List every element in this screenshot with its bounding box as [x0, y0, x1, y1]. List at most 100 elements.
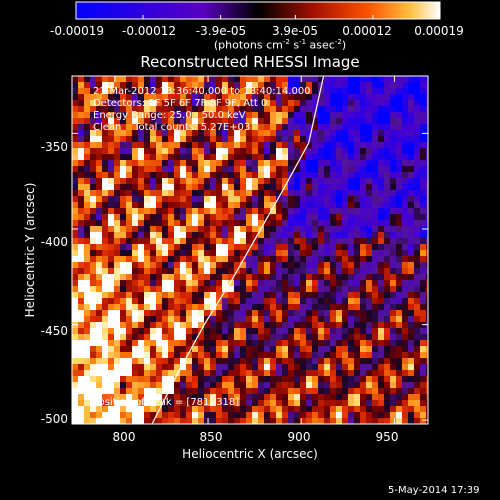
heatmap-cell	[372, 244, 378, 250]
heatmap-cell	[306, 112, 312, 118]
heatmap-cell	[306, 226, 312, 232]
heatmap-cell	[288, 88, 294, 94]
heatmap-cell	[114, 208, 120, 214]
heatmap-cell	[168, 94, 174, 100]
heatmap-cell	[102, 214, 108, 220]
heatmap-cell	[330, 142, 336, 148]
heatmap-cell	[204, 214, 210, 220]
heatmap-cell	[330, 406, 336, 412]
heatmap-cell	[414, 220, 420, 226]
heatmap-cell	[108, 274, 114, 280]
heatmap-cell	[246, 256, 252, 262]
heatmap-cell	[162, 190, 168, 196]
heatmap-cell	[126, 154, 132, 160]
heatmap-cell	[402, 130, 408, 136]
heatmap-cell	[252, 106, 258, 112]
heatmap-cell	[414, 304, 420, 310]
heatmap-cell	[324, 364, 330, 370]
heatmap-cell	[234, 172, 240, 178]
y-axis-label: Heliocentric Y (arcsec)	[23, 182, 37, 318]
heatmap-cell	[216, 196, 222, 202]
heatmap-cell	[276, 298, 282, 304]
heatmap-cell	[252, 412, 258, 418]
heatmap-cell	[330, 172, 336, 178]
heatmap-cell	[336, 88, 342, 94]
heatmap-cell	[228, 112, 234, 118]
heatmap-cell	[162, 106, 168, 112]
heatmap-cell	[348, 100, 354, 106]
heatmap-cell	[360, 370, 366, 376]
heatmap-cell	[246, 262, 252, 268]
heatmap-cell	[360, 154, 366, 160]
heatmap-cell	[330, 298, 336, 304]
heatmap-cell	[390, 256, 396, 262]
heatmap-cell	[162, 82, 168, 88]
heatmap-cell	[306, 376, 312, 382]
heatmap-cell	[264, 220, 270, 226]
heatmap-cell	[294, 220, 300, 226]
heatmap-cell	[174, 394, 180, 400]
heatmap-cell	[138, 346, 144, 352]
heatmap-cell	[216, 160, 222, 166]
heatmap-cell	[378, 394, 384, 400]
heatmap-cell	[102, 112, 108, 118]
heatmap-cell	[150, 340, 156, 346]
heatmap-cell	[366, 334, 372, 340]
heatmap-cell	[258, 274, 264, 280]
heatmap-cell	[144, 130, 150, 136]
heatmap-cell	[306, 160, 312, 166]
heatmap-cell	[264, 142, 270, 148]
heatmap-cell	[408, 388, 414, 394]
heatmap-cell	[234, 220, 240, 226]
heatmap-cell	[378, 316, 384, 322]
heatmap-cell	[168, 418, 174, 424]
heatmap-cell	[162, 262, 168, 268]
heatmap-cell	[408, 160, 414, 166]
heatmap-cell	[246, 184, 252, 190]
heatmap-cell	[330, 364, 336, 370]
heatmap-cell	[192, 346, 198, 352]
heatmap-cell	[216, 274, 222, 280]
heatmap-cell	[270, 388, 276, 394]
heatmap-cell	[252, 172, 258, 178]
heatmap-cell	[246, 250, 252, 256]
heatmap-cell	[318, 76, 324, 82]
heatmap-cell	[330, 268, 336, 274]
heatmap-cell	[258, 202, 264, 208]
heatmap-cell	[216, 130, 222, 136]
heatmap-cell	[384, 334, 390, 340]
heatmap-cell	[156, 94, 162, 100]
heatmap-cell	[90, 214, 96, 220]
heatmap-cell	[252, 328, 258, 334]
heatmap-cell	[144, 76, 150, 82]
heatmap-cell	[372, 370, 378, 376]
heatmap-cell	[414, 118, 420, 124]
heatmap-cell	[150, 190, 156, 196]
heatmap-cell	[168, 370, 174, 376]
heatmap-cell	[420, 136, 426, 142]
heatmap-cell	[96, 364, 102, 370]
heatmap-cell	[252, 280, 258, 286]
heatmap-cell	[354, 244, 360, 250]
heatmap-cell	[330, 130, 336, 136]
heatmap-cell	[372, 184, 378, 190]
heatmap-cell	[240, 274, 246, 280]
heatmap-cell	[312, 166, 318, 172]
x-tick-label: 850	[199, 430, 223, 444]
heatmap-cell	[246, 376, 252, 382]
heatmap-cell	[240, 154, 246, 160]
heatmap-cell	[216, 286, 222, 292]
heatmap-cell	[408, 232, 414, 238]
heatmap-cell	[282, 88, 288, 94]
heatmap-cell	[222, 238, 228, 244]
heatmap-cell	[318, 340, 324, 346]
heatmap-cell	[336, 394, 342, 400]
heatmap-cell	[84, 106, 90, 112]
heatmap-cell	[156, 226, 162, 232]
heatmap-cell	[402, 250, 408, 256]
heatmap-cell	[348, 178, 354, 184]
heatmap-cell	[210, 184, 216, 190]
heatmap-cell	[198, 154, 204, 160]
heatmap-cell	[300, 268, 306, 274]
heatmap-cell	[342, 418, 348, 424]
